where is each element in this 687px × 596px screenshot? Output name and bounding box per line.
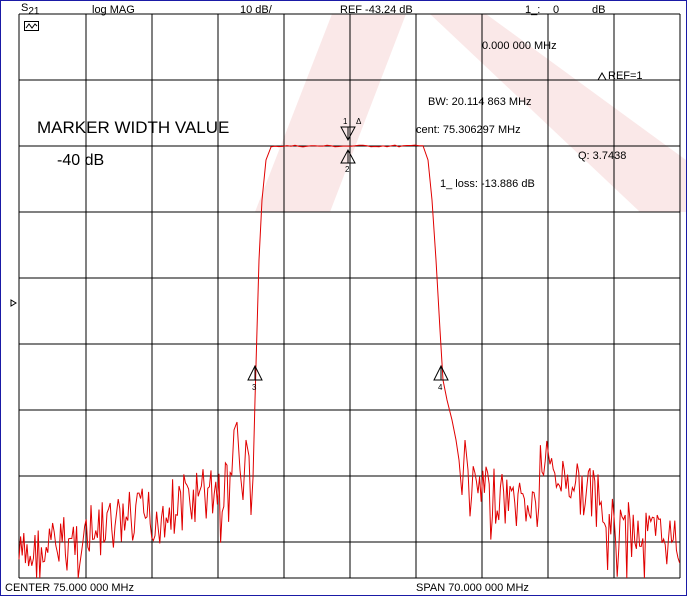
marker-freq-readout: 0.000 000 MHz [482, 40, 557, 52]
format-label[interactable]: log MAG [92, 4, 135, 16]
marker-width-value[interactable]: -40 dB [57, 152, 105, 169]
center-freq-readout: cent: 75.306297 MHz [416, 124, 521, 136]
bandwidth-readout: BW: 20.114 863 MHz [428, 96, 532, 108]
marker-number: 1_: [525, 4, 541, 16]
ref-label[interactable]: REF -43.24 dB [340, 4, 413, 16]
marker-4[interactable]: 4 [433, 364, 449, 392]
marker-1-label: 1 [343, 117, 348, 126]
marker-3[interactable]: 3 [247, 364, 263, 392]
param-label[interactable]: S21 [21, 2, 40, 18]
center-frequency[interactable]: CENTER 75.000 000 MHz [5, 582, 134, 594]
marker-value: 0 [553, 4, 560, 16]
marker-1[interactable]: 1 Δ [340, 117, 362, 142]
marker-3-label: 3 [252, 383, 257, 392]
ref-level-pointer-icon [10, 299, 17, 307]
ref-mode-readout: REF=1 [608, 70, 643, 82]
marker-width-title: MARKER WIDTH VALUE [37, 118, 230, 137]
marker-2[interactable]: 2 [340, 148, 356, 174]
q-factor-readout: Q: 3.7438 [578, 150, 627, 162]
span-frequency[interactable]: SPAN 70.000 000 MHz [416, 582, 529, 594]
marker-2-label: 2 [345, 165, 350, 174]
watermark-stripe-left [255, 14, 406, 212]
marker-4-label: 4 [438, 383, 443, 392]
insertion-loss-readout: 1_ loss: -13.886 dB [440, 178, 535, 190]
marker-1-delta-icon: Δ [356, 117, 362, 126]
scale-label[interactable]: 10 dB/ [240, 4, 272, 16]
channel-display-icon [24, 21, 39, 31]
s21-trace [18, 144, 681, 579]
param-subscript: 21 [28, 6, 40, 18]
watermark-wing [430, 14, 686, 212]
ref-delta-icon [597, 71, 607, 81]
marker-unit: dB [592, 4, 606, 16]
